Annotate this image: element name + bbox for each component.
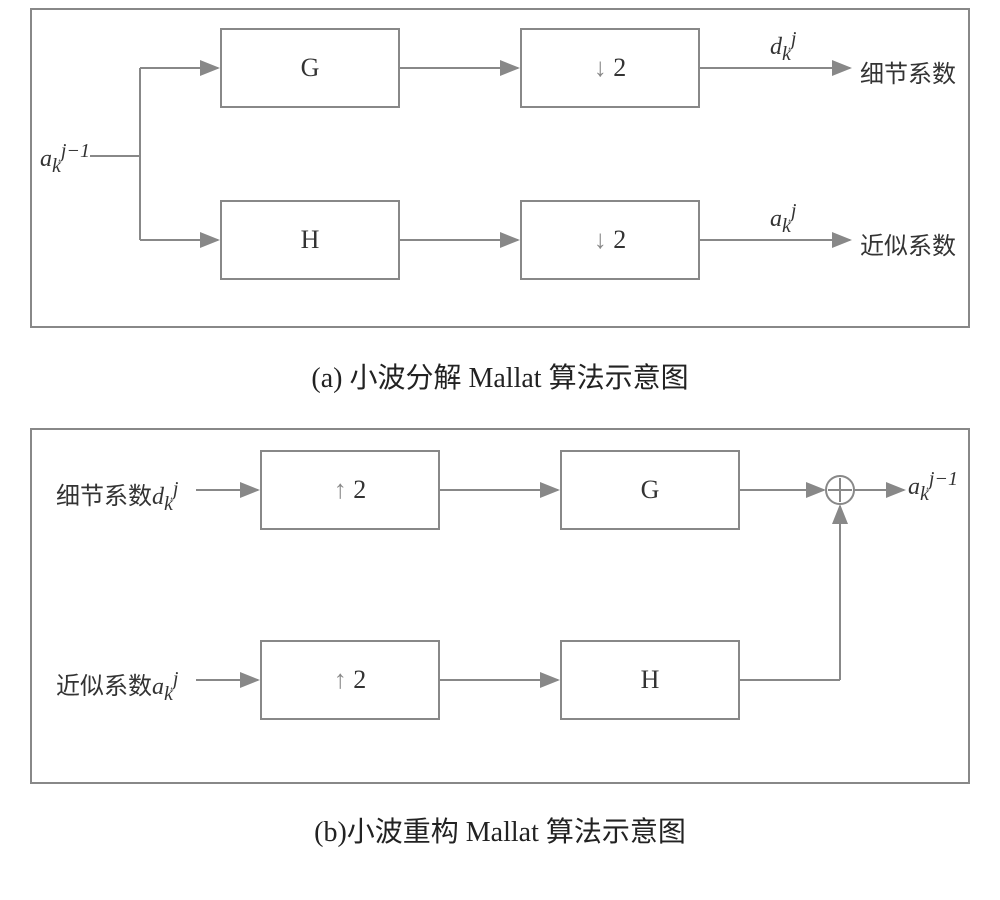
block-G-b: G	[560, 450, 740, 530]
out-bot-coef-a: akj	[770, 200, 796, 238]
in-bot-coef-b: akj	[152, 674, 178, 700]
out-top-coef-a: dkj	[770, 28, 796, 66]
block-G-b-label: G	[641, 475, 660, 505]
block-down2-bot: ↓ 2	[520, 200, 700, 280]
in-bot-text-b: 近似系数	[56, 674, 152, 700]
block-G-a: G	[220, 28, 400, 108]
block-up2-bot: ↑ 2	[260, 640, 440, 720]
input-label-a: akj−1	[40, 140, 90, 178]
out-bot-text-a: 近似系数	[860, 226, 956, 261]
in-top-label-b: 细节系数dkj	[56, 476, 178, 516]
block-up2-top: ↑ 2	[260, 450, 440, 530]
block-H-b-label: H	[641, 665, 660, 695]
block-up2-bot-label: ↑ 2	[334, 665, 367, 695]
figure-a-frame	[30, 8, 970, 328]
in-top-coef-b: dkj	[152, 484, 178, 510]
in-top-text-b: 细节系数	[56, 484, 152, 510]
caption-b: (b)小波重构 Mallat 算法示意图	[0, 810, 1000, 850]
block-H-b: H	[560, 640, 740, 720]
diagram-canvas: G ↓ 2 H ↓ 2 akj−1 dkj 细节系数 akj 近似系数 (a) …	[0, 0, 1000, 900]
caption-a: (a) 小波分解 Mallat 算法示意图	[0, 356, 1000, 396]
block-H-a-label: H	[301, 225, 320, 255]
block-down2-bot-label: ↓ 2	[594, 225, 627, 255]
block-G-a-label: G	[301, 53, 320, 83]
block-H-a: H	[220, 200, 400, 280]
block-down2-top-label: ↓ 2	[594, 53, 627, 83]
out-top-text-a: 细节系数	[860, 54, 956, 89]
out-label-b: akj−1	[908, 468, 958, 506]
block-down2-top: ↓ 2	[520, 28, 700, 108]
block-up2-top-label: ↑ 2	[334, 475, 367, 505]
in-bot-label-b: 近似系数akj	[56, 666, 178, 706]
